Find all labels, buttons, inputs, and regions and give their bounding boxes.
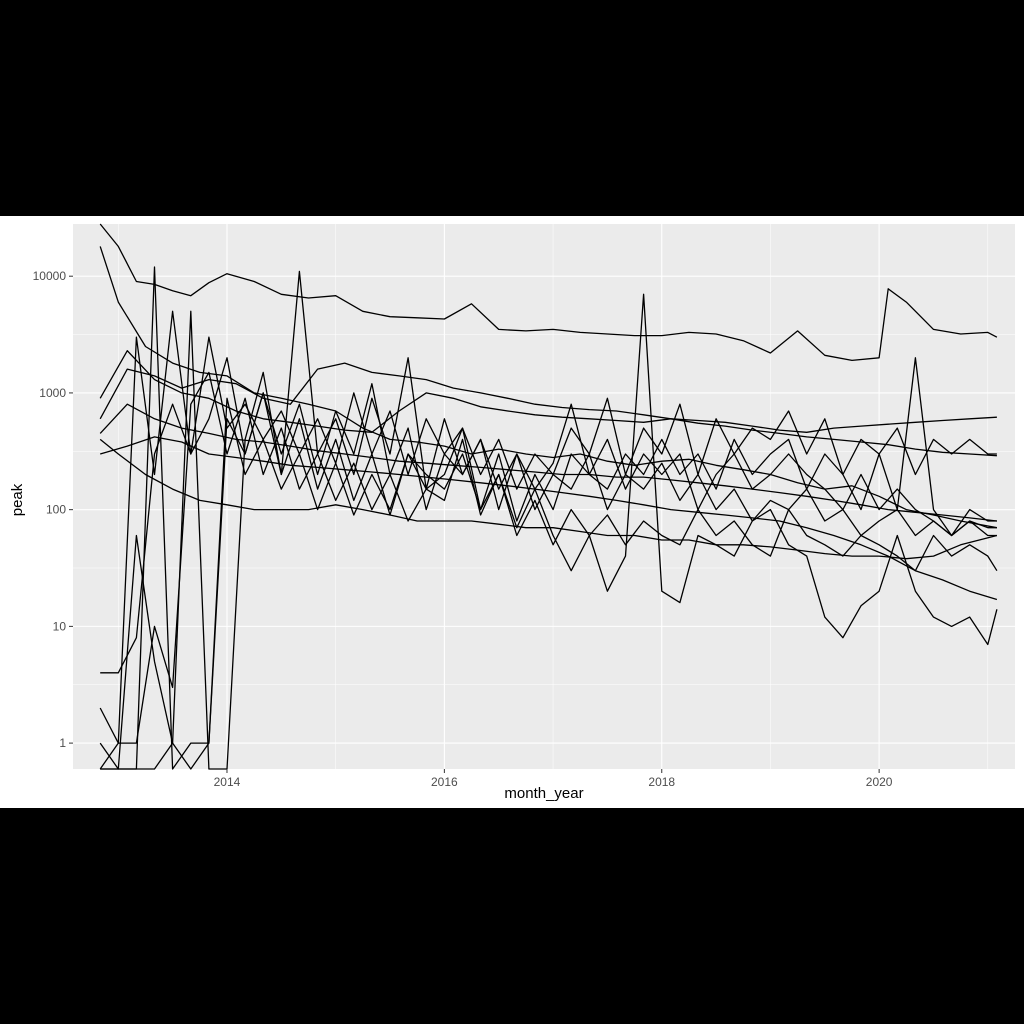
y-tick-label: 1000	[39, 386, 66, 400]
grid-layer	[73, 224, 1015, 769]
y-axis: 1 10 100 1000 10000	[33, 269, 73, 750]
y-tick-label: 100	[46, 503, 66, 517]
x-tick-label: 2018	[648, 775, 675, 789]
series-line-13	[100, 270, 997, 770]
x-axis-title: month_year	[504, 785, 583, 802]
y-tick-label: 10000	[33, 269, 67, 283]
series-line-12	[100, 266, 997, 770]
chart-svg: 1 10 100 1000 10000 2014 2016 2018 2020 month_y…	[9, 223, 1015, 802]
series-line-2	[99, 246, 998, 529]
x-tick-label: 2020	[866, 775, 893, 789]
y-tick-label: 1	[59, 736, 66, 750]
plot-panel	[73, 224, 1015, 769]
x-axis: 2014 2016 2018 2020	[214, 769, 893, 789]
chart-figure: 1 10 100 1000 10000 2014 2016 2018 2020 month_y…	[0, 216, 1024, 808]
series-line-6	[100, 436, 998, 601]
x-tick-label: 2016	[431, 775, 458, 789]
series-layer	[99, 223, 998, 770]
series-line-7	[99, 438, 998, 560]
x-tick-label: 2014	[214, 775, 241, 789]
series-line-1	[99, 223, 998, 362]
series-line-3	[99, 362, 997, 457]
y-tick-label: 10	[53, 619, 67, 633]
y-axis-title: peak	[9, 483, 26, 516]
series-line-10	[99, 397, 997, 770]
series-line-9	[99, 371, 998, 744]
